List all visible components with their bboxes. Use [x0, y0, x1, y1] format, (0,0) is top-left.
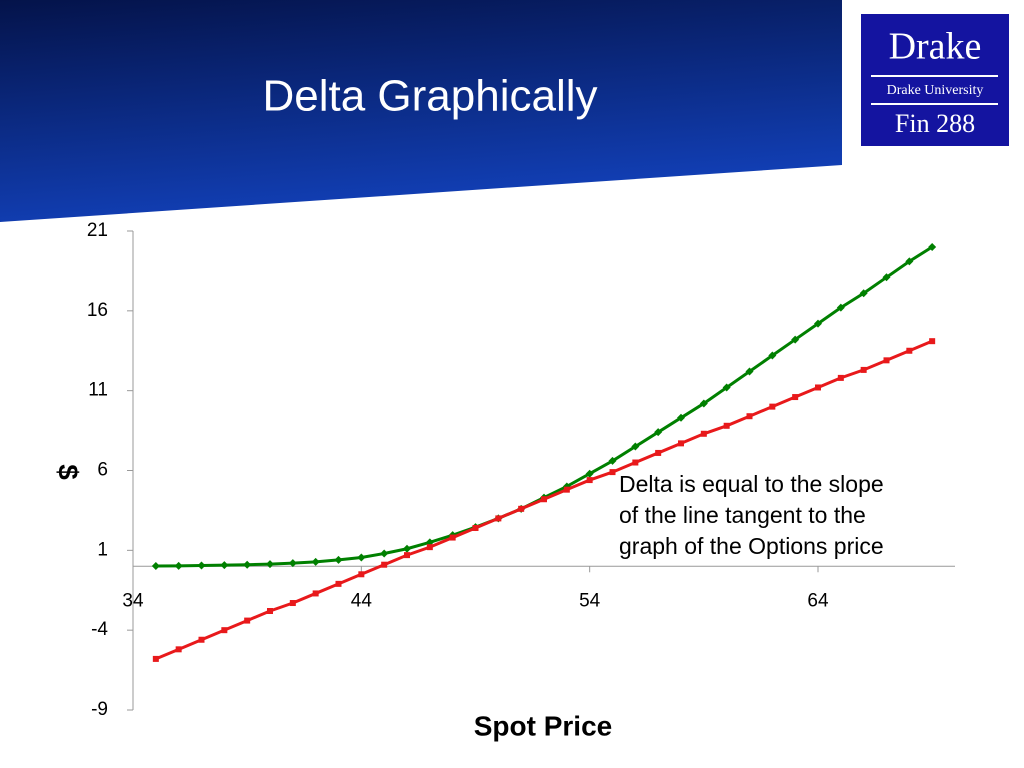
point — [289, 600, 296, 607]
y-tick-label: 11 — [88, 380, 108, 401]
logo-box — [861, 14, 1009, 146]
point — [244, 617, 251, 624]
point — [198, 636, 205, 643]
point — [768, 351, 777, 360]
point — [745, 367, 754, 376]
y-tick-label: -4 — [91, 619, 108, 640]
point — [267, 608, 273, 615]
point — [174, 561, 183, 570]
point — [541, 496, 547, 503]
annotation: graph of the Options price — [619, 533, 884, 559]
point — [357, 553, 366, 562]
point — [220, 561, 229, 570]
point — [722, 383, 731, 392]
y-tick-label: 21 — [87, 220, 108, 241]
logo-school: Drake University — [887, 83, 984, 98]
point — [700, 430, 707, 437]
point — [380, 549, 389, 558]
point — [449, 534, 456, 541]
point — [678, 440, 684, 447]
y-tick-label: 1 — [97, 539, 108, 560]
point — [882, 273, 891, 282]
point — [197, 561, 206, 570]
point — [655, 449, 662, 456]
point — [837, 374, 844, 381]
y-tick-label: -9 — [91, 699, 108, 720]
point — [699, 399, 708, 408]
x-tick-label: 64 — [807, 590, 829, 611]
point — [859, 289, 868, 298]
annotation: of the line tangent to the — [619, 502, 866, 528]
point — [495, 515, 502, 522]
x-axis-label: Spot Price — [474, 710, 612, 741]
point — [836, 303, 845, 312]
point — [518, 505, 525, 512]
header-band — [0, 0, 842, 222]
point — [152, 655, 159, 662]
point — [609, 469, 616, 476]
y-axis-label: $ — [53, 464, 84, 480]
point — [151, 561, 160, 570]
point — [677, 413, 685, 422]
annotation: Delta is equal to the slope — [619, 471, 884, 497]
point — [746, 413, 753, 420]
point — [586, 477, 593, 484]
point — [769, 403, 776, 410]
point — [472, 524, 479, 531]
point — [632, 459, 639, 466]
point — [905, 257, 914, 266]
point — [175, 646, 182, 653]
point — [791, 335, 800, 344]
point — [288, 559, 297, 568]
point — [585, 469, 594, 478]
point — [631, 442, 640, 451]
point — [929, 338, 936, 345]
point — [358, 571, 365, 578]
point — [311, 557, 320, 566]
point — [928, 242, 937, 251]
x-tick-label: 54 — [579, 590, 601, 611]
point — [381, 561, 388, 568]
slide-title: Delta Graphically — [262, 72, 597, 121]
point — [266, 560, 274, 569]
point — [723, 422, 730, 429]
point — [426, 544, 433, 551]
y-tick-label: 16 — [87, 300, 108, 321]
logo-course: Fin 288 — [895, 109, 975, 138]
point — [404, 552, 410, 559]
point — [906, 347, 913, 354]
point — [608, 456, 617, 465]
point — [563, 486, 570, 493]
x-tick-label: 34 — [122, 590, 144, 611]
point — [792, 394, 799, 401]
point — [334, 555, 343, 564]
x-tick-label: 44 — [351, 590, 373, 611]
point — [883, 357, 890, 364]
point — [335, 580, 342, 587]
point — [654, 428, 663, 437]
y-tick-label: 6 — [97, 460, 108, 481]
point — [243, 560, 252, 569]
point — [814, 319, 822, 328]
point — [221, 627, 228, 634]
point — [815, 384, 821, 391]
point — [403, 544, 411, 553]
logo-name: Drake — [889, 26, 982, 68]
point — [312, 590, 319, 597]
point — [860, 366, 867, 373]
